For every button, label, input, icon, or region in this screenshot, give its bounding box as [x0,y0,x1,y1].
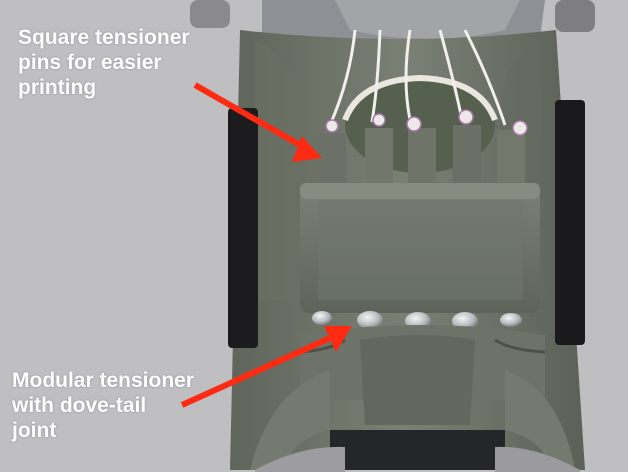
top-left-knob [190,0,230,28]
right-strap [555,100,585,345]
top-right-knob [555,0,595,32]
callout-square-tensioner: Square tensioner pins for easier printin… [18,25,228,100]
left-strap [228,108,258,348]
callout-modular-tensioner: Modular tensioner with dove-tail joint [12,368,252,443]
